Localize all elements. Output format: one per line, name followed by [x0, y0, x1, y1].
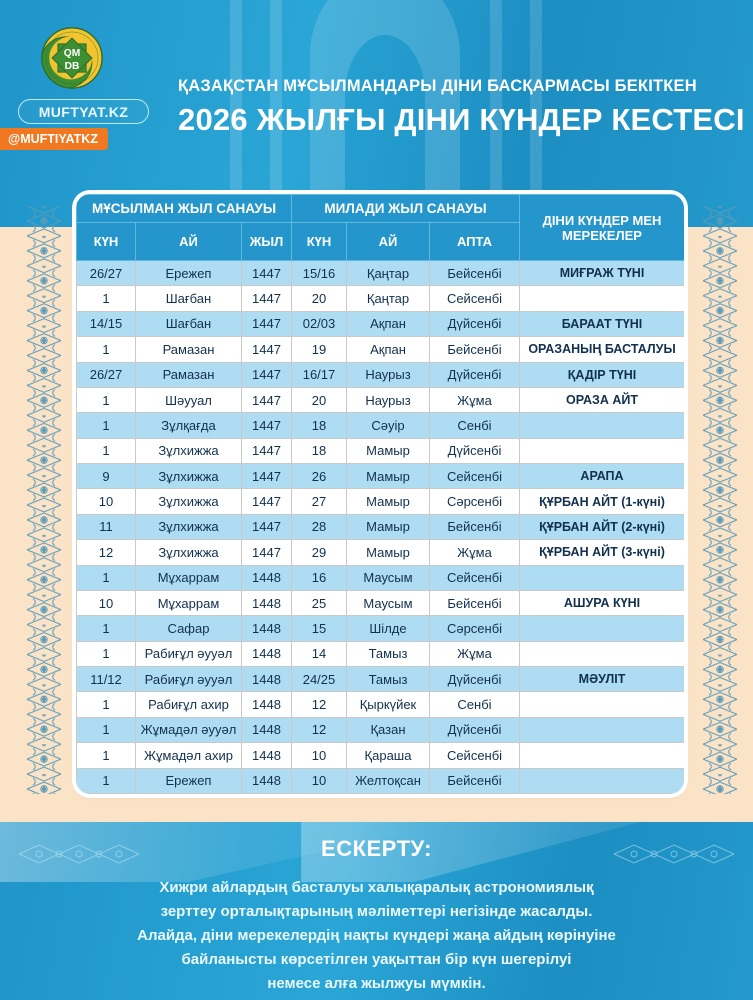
svg-text:DB: DB	[65, 61, 80, 72]
svg-text:QM: QM	[64, 48, 81, 59]
